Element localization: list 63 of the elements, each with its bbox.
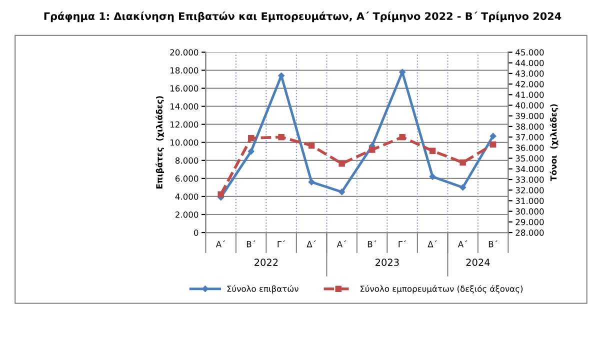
point (429, 148, 436, 154)
y-tick-label: 20.000 (170, 49, 198, 56)
y2-tick-label: 40.000 (516, 102, 544, 109)
y2-tick-label: 36.000 (516, 144, 544, 151)
text: 2022 (254, 258, 278, 266)
x-tick-label: Α΄ (336, 240, 346, 248)
y-tick-label: 12.000 (170, 121, 198, 128)
point (338, 188, 345, 196)
point (368, 146, 376, 153)
y-tick-label: 16.000 (170, 85, 198, 92)
y2-tick-label: 33.000 (516, 176, 544, 183)
x-tick-label: Α΄ (458, 240, 468, 248)
chart-title: Γράφημα 1: Διακίνηση Επιβατών και Εμπορευμάτων, Α΄ Τρίμηνο 2022 - Β΄ Τρίμηνο 2024 (44, 12, 562, 22)
y2-tick-label: 41.000 (516, 92, 544, 98)
y2-tick-label: 45.000 (516, 49, 544, 56)
y2-tick-label: 39.000 (516, 112, 544, 120)
point (490, 132, 496, 140)
y2-axis-title: Τόνοι (χιλιάδες) (550, 104, 558, 182)
point (278, 134, 284, 140)
point (490, 141, 496, 148)
x-tick-label: Δ΄ (306, 240, 316, 248)
y-tick-label: 10.000 (170, 139, 198, 146)
x-tick-label: Β΄ (488, 240, 498, 248)
text: 2023 (376, 258, 399, 266)
y2-tick-label: 37.000 (516, 134, 544, 140)
point (248, 148, 254, 155)
y2-tick-label: 35.000 (516, 155, 544, 162)
point (308, 142, 315, 149)
x-tick-label: Δ΄ (428, 240, 437, 248)
text: 2024 (466, 258, 490, 266)
y2-tick-label: 43.000 (516, 70, 544, 77)
y2-tick-label: 44.000 (516, 60, 544, 66)
y2-tick-label: 42.000 (516, 81, 544, 88)
point (248, 135, 254, 142)
point (429, 173, 436, 180)
y2-tick-label: 31.000 (516, 198, 544, 204)
y2-tick-label: 32.000 (516, 187, 544, 194)
x-tick-label: Β΄ (368, 240, 376, 248)
y-axis-title: Επιβάτες (χιλιάδες) (156, 96, 164, 188)
y2-tick-label: 34.000 (516, 166, 544, 172)
legend-label: Σύνολο εμπορευμάτων (δεξιός άξονας) (360, 285, 523, 294)
legend-label: Σύνολο επιβατών (227, 285, 298, 294)
y2-tick-label: 29.000 (516, 218, 544, 226)
point (218, 191, 224, 198)
y-tick-label: 8.000 (175, 157, 198, 164)
y-tick-label: 6.000 (175, 175, 198, 182)
y-tick-label: 14.000 (170, 103, 198, 110)
point (308, 178, 315, 186)
x-tick-label: Γ΄ (278, 240, 286, 248)
x-tick-label: Α΄ (216, 240, 226, 248)
point (460, 184, 466, 191)
y-tick-label: 2.000 (176, 211, 198, 218)
point (460, 159, 466, 166)
y-tick-label: 4.000 (175, 193, 198, 200)
point (399, 134, 406, 140)
point (338, 160, 345, 167)
y2-tick-label: 30.000 (516, 208, 544, 215)
y-tick-label: 18.000 (170, 67, 198, 74)
x-tick-label: Γ΄ (398, 240, 406, 248)
x-tick-label: Β΄ (246, 240, 256, 248)
y2-tick-label: 28.000 (516, 230, 544, 236)
y2-tick-label: 38.000 (516, 123, 544, 130)
y-tick-label: 0 (194, 230, 198, 236)
